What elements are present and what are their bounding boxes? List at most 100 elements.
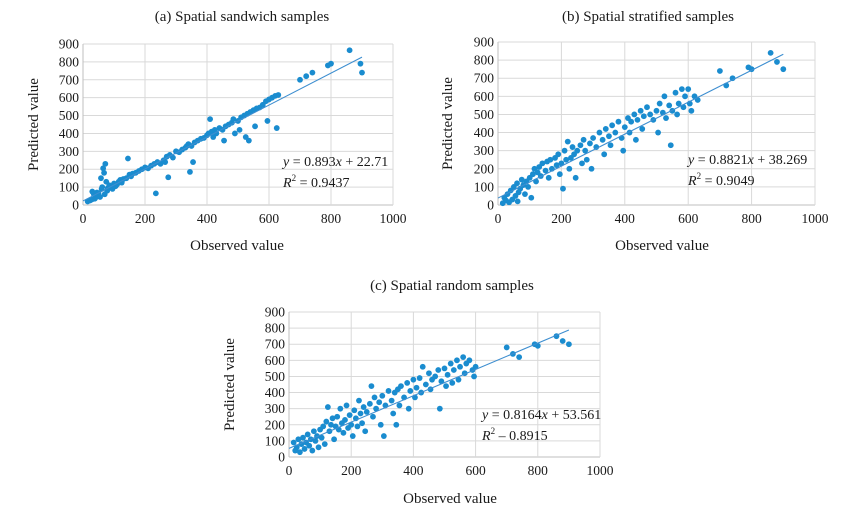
data-point-b [525, 183, 532, 190]
data-point-c [343, 402, 350, 409]
y-tick-label-c: 900 [265, 305, 286, 320]
data-point-c [310, 428, 317, 435]
data-point-a [264, 118, 271, 124]
data-point-c [416, 375, 423, 381]
y-tick-label-c: 300 [265, 401, 286, 416]
data-point-b [566, 165, 573, 172]
data-point-c [371, 394, 378, 401]
data-point-c [566, 341, 572, 348]
x-tick-label-a: 1000 [380, 211, 407, 226]
y-tick-label-b: 0 [487, 198, 494, 213]
data-point-a [207, 116, 214, 123]
data-point-b [678, 86, 685, 92]
data-point-b [602, 126, 609, 132]
data-point-b [672, 89, 679, 96]
data-point-b [599, 136, 606, 143]
data-point-a [357, 60, 364, 67]
data-point-b [621, 124, 628, 131]
data-point-c [454, 357, 460, 364]
data-point-a [101, 169, 107, 176]
y-tick-label-b: 400 [474, 125, 495, 140]
data-point-c [385, 388, 392, 394]
data-point-a [100, 165, 107, 172]
data-point-a [98, 175, 104, 182]
data-point-c [450, 367, 457, 373]
data-point-b [588, 165, 595, 172]
x-tick-label-a: 600 [259, 211, 280, 226]
data-point-b [593, 144, 600, 150]
data-point-b [539, 160, 546, 167]
y-tick-label-a: 100 [59, 180, 80, 195]
data-point-c [334, 413, 341, 420]
data-point-b [631, 111, 638, 118]
data-point-b [647, 111, 654, 118]
data-point-c [290, 439, 297, 446]
y-tick-label-b: 100 [474, 179, 495, 194]
data-point-b [587, 140, 593, 147]
data-point-a [303, 73, 310, 80]
data-point-b [637, 107, 644, 114]
y-tick-label-b: 200 [474, 161, 495, 176]
x-tick-label-a: 200 [135, 211, 156, 226]
data-point-b [522, 191, 528, 198]
data-point-c [377, 421, 384, 428]
data-point-a [125, 155, 131, 162]
y-tick-label-c: 600 [265, 353, 286, 368]
data-point-c [306, 442, 313, 449]
data-point-b [767, 49, 774, 56]
data-point-b [553, 162, 560, 169]
data-point-b [615, 118, 622, 125]
data-point-b [561, 147, 568, 154]
data-point-c [370, 413, 376, 420]
x-tick-label-c: 0 [286, 463, 293, 478]
y-tick-label-b: 800 [474, 53, 495, 68]
data-point-a [252, 123, 258, 130]
data-point-c [444, 371, 451, 378]
scatter-chart-a: 0 100 200 300 400 500 600 700 800 900 0 200 400 600 80… [26, 9, 407, 254]
data-point-c [559, 338, 566, 344]
data-point-b [685, 86, 692, 92]
data-point-b [580, 136, 587, 143]
chart-panel-b: 0 100 200 300 400 500 600 700 800 900 0 200 400 600 80… [430, 0, 859, 260]
y-tick-label-b: 600 [474, 89, 495, 104]
x-tick-label-b: 600 [678, 211, 699, 226]
x-tick-label-b: 0 [495, 211, 502, 226]
data-point-a [165, 174, 172, 181]
data-point-b [682, 93, 688, 100]
data-point-c [340, 429, 347, 436]
data-point-c [516, 354, 523, 361]
y-tick-label-c: 100 [265, 433, 286, 448]
y-tick-label-c: 800 [265, 321, 286, 336]
y-tick-label-a: 600 [59, 90, 80, 105]
data-point-a [297, 76, 303, 83]
chart-title-a: (a) Spatial sandwich samples [155, 9, 330, 25]
data-point-c [419, 363, 426, 370]
data-point-c [373, 405, 379, 412]
data-point-c [300, 434, 306, 441]
data-point-c [301, 446, 308, 452]
chart-title-c: (c) Spatial random samples [370, 278, 534, 294]
x-axis-label-c: Observed value [403, 491, 497, 507]
data-point-a [359, 69, 365, 76]
data-point-c [460, 354, 467, 361]
data-point-c [315, 444, 322, 451]
data-point-b [628, 118, 635, 125]
data-point-b [620, 147, 627, 154]
r-squared-label-a: R2 = 0.9437 [282, 173, 349, 191]
equation-label-b: y = 0.8821x + 38.269 [686, 153, 807, 168]
chart-panel-a: 0 100 200 300 400 500 600 700 800 900 0 200 400 600 80… [0, 0, 430, 260]
y-tick-label-a: 300 [59, 144, 80, 159]
data-point-c [426, 370, 432, 377]
x-tick-label-b: 1000 [802, 211, 829, 226]
data-point-c [379, 392, 386, 399]
data-point-b [574, 147, 581, 154]
data-point-b [577, 142, 584, 149]
data-point-c [432, 373, 439, 380]
data-point-b [596, 129, 603, 136]
data-point-b [717, 68, 723, 74]
y-tick-label-a: 700 [59, 72, 80, 87]
x-tick-label-c: 1000 [587, 463, 614, 478]
data-point-a [245, 137, 252, 144]
y-tick-label-a: 200 [59, 162, 80, 177]
data-point-b [529, 171, 536, 178]
